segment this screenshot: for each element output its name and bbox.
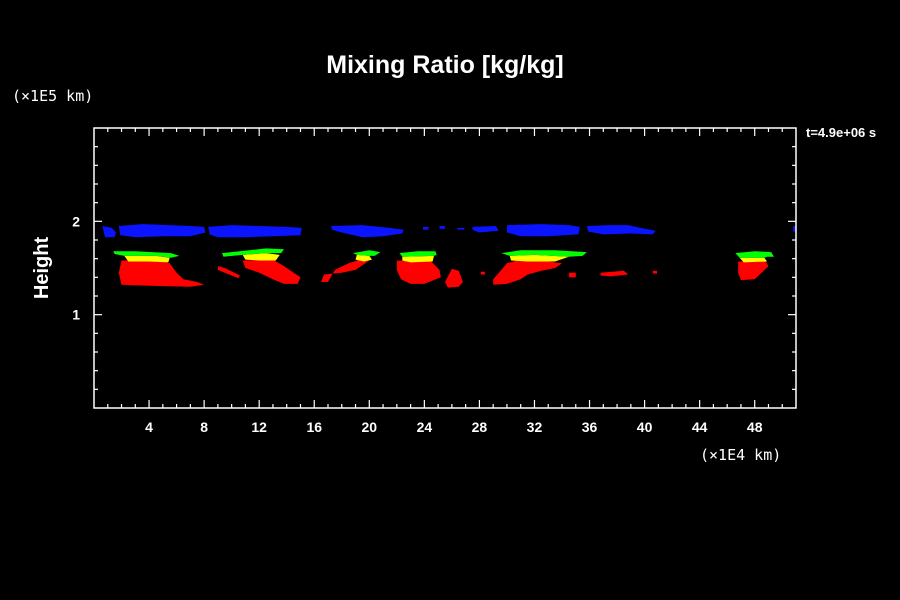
x-tick-label: 44 bbox=[692, 419, 708, 435]
contour-region bbox=[600, 270, 629, 277]
contour-region bbox=[493, 259, 562, 285]
contour-region bbox=[113, 251, 180, 258]
x-tick-label: 48 bbox=[747, 419, 763, 435]
contour-region bbox=[118, 224, 206, 238]
contour-region bbox=[735, 251, 774, 258]
contour-region bbox=[568, 272, 576, 278]
contour-region bbox=[242, 259, 301, 284]
contour-region bbox=[445, 268, 463, 288]
contour-region bbox=[222, 248, 284, 257]
x-tick-label: 16 bbox=[306, 419, 322, 435]
x-tick-label: 36 bbox=[582, 419, 598, 435]
contour-region bbox=[208, 225, 302, 238]
contour-region bbox=[102, 226, 116, 238]
contour-region bbox=[586, 225, 656, 235]
y-units-label: (×1E5 km) bbox=[12, 87, 93, 105]
contour-region bbox=[457, 227, 465, 230]
contour-region bbox=[439, 226, 445, 229]
contour-region bbox=[509, 254, 569, 262]
contour-region bbox=[118, 259, 205, 287]
x-units-label: (×1E4 km) bbox=[700, 446, 781, 464]
contour-region bbox=[506, 224, 580, 237]
contour-region bbox=[738, 261, 769, 281]
x-tick-label: 20 bbox=[362, 419, 378, 435]
plot-frame bbox=[93, 127, 797, 409]
contour-region bbox=[352, 250, 381, 256]
contour-region bbox=[652, 270, 657, 274]
contour-region bbox=[399, 251, 437, 257]
contour-region bbox=[423, 226, 429, 230]
x-tick-label: 40 bbox=[637, 419, 653, 435]
contour-region bbox=[330, 225, 404, 238]
contour-region bbox=[739, 257, 768, 263]
y-tick-label: 2 bbox=[72, 213, 80, 229]
contour-region bbox=[217, 266, 240, 279]
y-axis-label: Height bbox=[31, 237, 53, 300]
contour-region bbox=[480, 271, 485, 275]
y-tick-label: 1 bbox=[72, 307, 80, 323]
time-label: t=4.9e+06 s bbox=[806, 125, 876, 140]
x-tick-label: 8 bbox=[200, 419, 208, 435]
axis-ticks bbox=[94, 128, 796, 408]
contour-region bbox=[321, 258, 370, 282]
contour-region bbox=[242, 253, 280, 261]
x-tick-label: 4 bbox=[145, 419, 153, 435]
x-tick-label: 28 bbox=[472, 419, 488, 435]
x-tick-label: 24 bbox=[417, 419, 433, 435]
x-tick-label: 12 bbox=[251, 419, 267, 435]
contour-region bbox=[472, 226, 499, 233]
chart-title: Mixing Ratio [kg/kg] bbox=[326, 51, 564, 79]
contour-region bbox=[402, 255, 434, 263]
mixing-ratio-regions bbox=[102, 224, 796, 288]
x-tick-label: 32 bbox=[527, 419, 543, 435]
contour-region bbox=[124, 255, 170, 263]
contour-region bbox=[396, 260, 441, 284]
contour-region bbox=[355, 254, 372, 262]
contour-region bbox=[501, 250, 587, 257]
